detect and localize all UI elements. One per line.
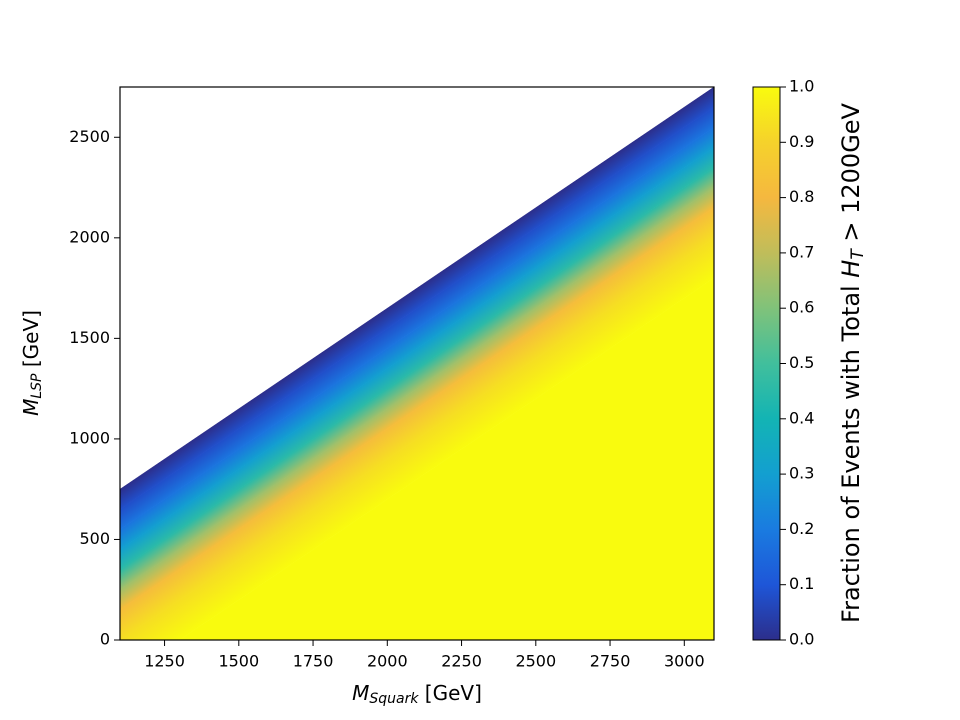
colorbar-tick-label: 0.2 bbox=[789, 519, 814, 538]
x-tick-label: 3000 bbox=[664, 652, 705, 671]
x-tick-label: 1750 bbox=[293, 652, 334, 671]
contour-band bbox=[120, 147, 714, 570]
contour-band bbox=[120, 207, 714, 640]
plot-frame bbox=[119, 86, 715, 641]
x-axis-label: MSquark [GeV] bbox=[352, 681, 482, 708]
x-tick-label: 2500 bbox=[515, 652, 556, 671]
colorbar-tick-label: 1.0 bbox=[789, 77, 814, 96]
colorbar-tick-label: 0.1 bbox=[789, 574, 814, 593]
colorbar-tick-label: 0.8 bbox=[789, 187, 814, 206]
y-label-subscript: LSP bbox=[29, 373, 45, 399]
colorbar-tick-label: 0.5 bbox=[789, 353, 814, 372]
x-tick-label: 1500 bbox=[218, 652, 259, 671]
colorbar-tick-label: 0.4 bbox=[789, 408, 814, 427]
x-label-symbol: M bbox=[352, 681, 369, 705]
contour-band bbox=[120, 237, 714, 640]
colorbar-label: Fraction of Events with Total HT > 1200G… bbox=[837, 102, 868, 623]
x-tick-label: 2750 bbox=[590, 652, 631, 671]
contour-band bbox=[120, 187, 714, 611]
x-tick-label: 2250 bbox=[441, 652, 482, 671]
colorbar-tick-label: 0.0 bbox=[789, 630, 814, 649]
contour-band bbox=[120, 167, 714, 591]
y-tick-label: 2000 bbox=[69, 227, 110, 246]
colorbar bbox=[752, 86, 781, 641]
y-label-unit: [GeV] bbox=[19, 310, 43, 373]
contour-field bbox=[120, 87, 714, 640]
y-label-symbol: M bbox=[19, 399, 43, 416]
y-axis-label: MLSP [GeV] bbox=[19, 310, 46, 416]
colorbar-label-text: Fraction of Events with Total bbox=[837, 278, 865, 623]
colorbar-tick-label: 0.6 bbox=[789, 298, 814, 317]
contour-band bbox=[120, 106, 714, 530]
contour-band bbox=[120, 126, 714, 550]
colorbar-label-symbol: H bbox=[837, 260, 865, 278]
x-tick-label: 2000 bbox=[367, 652, 408, 671]
colorbar-label-subscript: T bbox=[848, 248, 868, 260]
y-tick-label: 0 bbox=[100, 630, 110, 649]
contour-band bbox=[179, 278, 714, 640]
x-label-subscript: Squark bbox=[369, 691, 419, 707]
colorbar-tick-label: 0.3 bbox=[789, 464, 814, 483]
y-tick-label: 1000 bbox=[69, 428, 110, 447]
y-tick-label: 2500 bbox=[69, 127, 110, 146]
y-tick-label: 500 bbox=[79, 529, 110, 548]
colorbar-label-rest: > 1200GeV bbox=[837, 102, 865, 249]
y-tick-label: 1500 bbox=[69, 328, 110, 347]
x-label-unit: [GeV] bbox=[418, 681, 481, 705]
x-tick-label: 1250 bbox=[144, 652, 185, 671]
contour-band bbox=[120, 87, 714, 510]
colorbar-tick-label: 0.9 bbox=[789, 132, 814, 151]
colorbar-tick-label: 0.7 bbox=[789, 242, 814, 261]
